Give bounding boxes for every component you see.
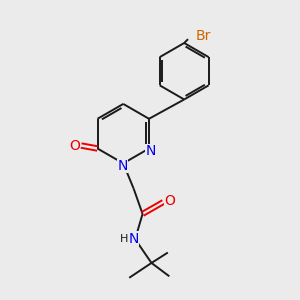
- Text: Br: Br: [196, 29, 212, 43]
- Text: H: H: [120, 234, 128, 244]
- Text: N: N: [145, 144, 156, 158]
- Text: O: O: [69, 139, 80, 152]
- Text: O: O: [164, 194, 175, 208]
- Text: N: N: [118, 159, 128, 173]
- Text: N: N: [128, 232, 139, 246]
